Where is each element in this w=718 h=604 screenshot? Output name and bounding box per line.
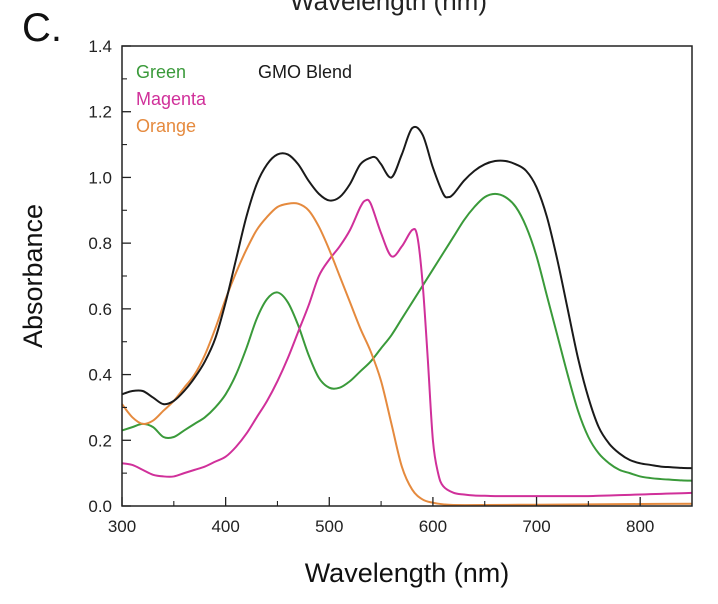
series-line-gmo-blend <box>121 125 693 470</box>
y-tick-label-0: 0.0 <box>88 497 112 516</box>
x-tick-label-500: 500 <box>315 517 343 536</box>
legend-entry-orange: Orange <box>136 116 196 136</box>
x-tick-label-400: 400 <box>211 517 239 536</box>
y-tick-label-5: 1.0 <box>88 168 112 187</box>
y-tick-label-4: 0.8 <box>88 234 112 253</box>
y-tick-label-1: 0.2 <box>88 431 112 450</box>
legend-entry-green: Green <box>136 62 186 82</box>
cropped-top-title: Wavelength (nm) <box>290 0 487 16</box>
legend-entry-magenta: Magenta <box>136 89 207 109</box>
series-line-magenta <box>121 198 693 498</box>
series-line-orange <box>121 202 693 507</box>
x-tick-label-800: 800 <box>626 517 654 536</box>
y-tick-label-2: 0.4 <box>88 366 112 385</box>
plot-frame <box>121 45 693 507</box>
y-tick-label-7: 1.4 <box>88 37 112 56</box>
y-ticks: 0.0 0.2 0.4 0.6 0.8 1.0 1.2 1.4 <box>88 37 131 516</box>
x-ticks: 300 400 500 600 700 800 <box>108 497 654 536</box>
y-tick-label-6: 1.2 <box>88 103 112 122</box>
series-line-green <box>121 192 693 482</box>
plot-series <box>121 125 693 507</box>
x-axis-title: Wavelength (nm) <box>305 558 510 588</box>
panel-label: C. <box>22 6 62 50</box>
y-axis-title: Absorbance <box>18 204 48 348</box>
x-tick-label-300: 300 <box>108 517 136 536</box>
x-tick-label-600: 600 <box>419 517 447 536</box>
x-tick-label-700: 700 <box>522 517 550 536</box>
legend-entry-gmo-blend: GMO Blend <box>258 62 352 82</box>
legend: Green Magenta Orange GMO Blend <box>136 62 352 136</box>
y-tick-label-3: 0.6 <box>88 300 112 319</box>
